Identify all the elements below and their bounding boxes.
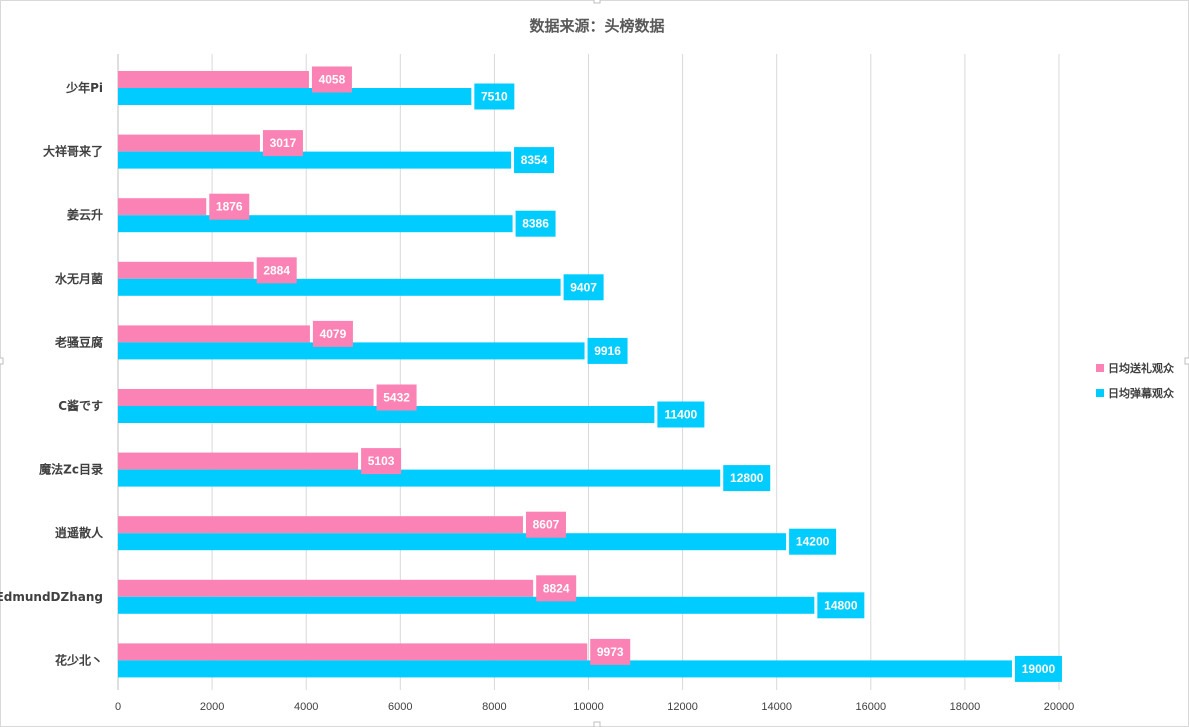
bar-gift-viewers [118,261,254,279]
resize-handle-left[interactable] [0,357,4,365]
data-label: 5103 [368,454,395,468]
x-tick-label: 16000 [856,701,887,713]
x-tick-label: 18000 [950,701,981,713]
category-label: 水无月菌 [55,271,103,286]
category-label: 少年Pi [65,80,103,95]
resize-handle-right[interactable] [1184,357,1189,365]
bar-danmaku-viewers [118,278,561,296]
data-label: 19000 [1022,662,1056,676]
bar-gift-viewers [118,134,260,152]
data-label-box [536,575,577,602]
data-label-box [514,147,555,174]
data-label: 14800 [824,598,858,612]
chart-title: 数据来源：头榜数据 [529,17,664,35]
bar-gift-viewers [118,579,534,597]
x-axis-ticks: 0 2000 4000 6000 8000 10000 12000 14000 16000 180… [115,701,1074,713]
bar-gift-viewers [118,198,207,216]
data-label-box [474,83,515,110]
data-label: 7510 [481,90,508,104]
data-label-box [376,384,417,411]
x-tick-label: 0 [115,701,121,713]
bar-danmaku-viewers [118,406,655,423]
bars [118,71,1012,678]
resize-handle-bottom[interactable] [593,721,601,727]
data-label-box [789,528,837,555]
category-label: 逍遥散人 [55,525,104,540]
bar-danmaku-viewers [118,533,787,551]
data-label: 3017 [270,136,297,150]
legend-label: 日均弹幕观众 [1108,386,1175,400]
bar-gift-viewers [118,643,588,661]
bar-danmaku-viewers [118,151,512,169]
data-label-box [590,638,631,665]
data-label: 8386 [522,217,549,231]
data-label-box [312,320,353,347]
category-label: EdmundDZhang [0,590,103,604]
data-label-box [525,511,566,538]
legend-swatch [1096,389,1104,397]
data-label: 8607 [533,518,560,532]
data-label: 2884 [263,263,290,277]
data-label: 5432 [383,391,410,405]
data-label: 8354 [521,153,548,167]
data-label: 9973 [597,645,624,659]
category-label: 花少北丶 [55,652,103,667]
data-label-box [361,448,402,475]
data-label: 14200 [796,535,830,549]
x-tick-label: 2000 [200,701,224,713]
bar-danmaku-viewers [118,469,721,487]
data-label-box [515,210,556,237]
data-label-box [1014,655,1062,682]
bar-danmaku-viewers [118,215,513,233]
x-tick-label: 4000 [294,701,318,713]
bar-gift-viewers [118,389,374,406]
bar-danmaku-viewers [118,596,815,614]
data-label: 9916 [594,344,621,358]
data-label-box [817,592,865,619]
bar-danmaku-viewers [118,660,1012,678]
data-label-box [723,465,771,492]
data-label-box [563,274,604,301]
resize-handle-top[interactable] [593,0,601,4]
category-label: 大祥哥来了 [43,144,103,159]
bar-danmaku-viewers [118,342,585,360]
bar-gift-viewers [118,325,310,343]
data-label-box [587,337,628,364]
data-label-box [311,66,352,93]
x-tick-label: 20000 [1044,701,1075,713]
data-label-box [256,257,297,284]
category-label: C酱です [58,398,103,413]
category-label: 魔法Zc目录 [39,462,103,477]
data-label: 12800 [730,471,764,485]
data-label: 4058 [319,73,346,87]
x-tick-label: 12000 [667,701,698,713]
data-label-box [657,401,705,428]
category-label: 姜云升 [67,207,103,222]
bar-gift-viewers [118,516,523,534]
data-label: 1876 [216,200,243,214]
legend-label: 日均送礼观众 [1108,361,1175,375]
data-label: 9407 [570,280,597,294]
data-label: 4079 [320,327,347,341]
data-labels: 4058 7510 3017 8354 1876 8386 2884 9407 4079 9916… [209,66,1062,682]
x-tick-label: 8000 [482,701,506,713]
data-label-box [262,130,303,157]
legend-swatch [1096,364,1104,372]
bar-gift-viewers [118,452,359,470]
data-label: 8824 [543,581,570,595]
data-label-box [209,193,250,220]
x-tick-label: 10000 [573,701,604,713]
x-tick-label: 14000 [761,701,792,713]
bar-gift-viewers [118,71,309,88]
x-tick-label: 6000 [388,701,412,713]
bar-danmaku-viewers [118,88,472,105]
data-label: 11400 [665,408,698,422]
category-label: 老骚豆腐 [55,334,103,349]
